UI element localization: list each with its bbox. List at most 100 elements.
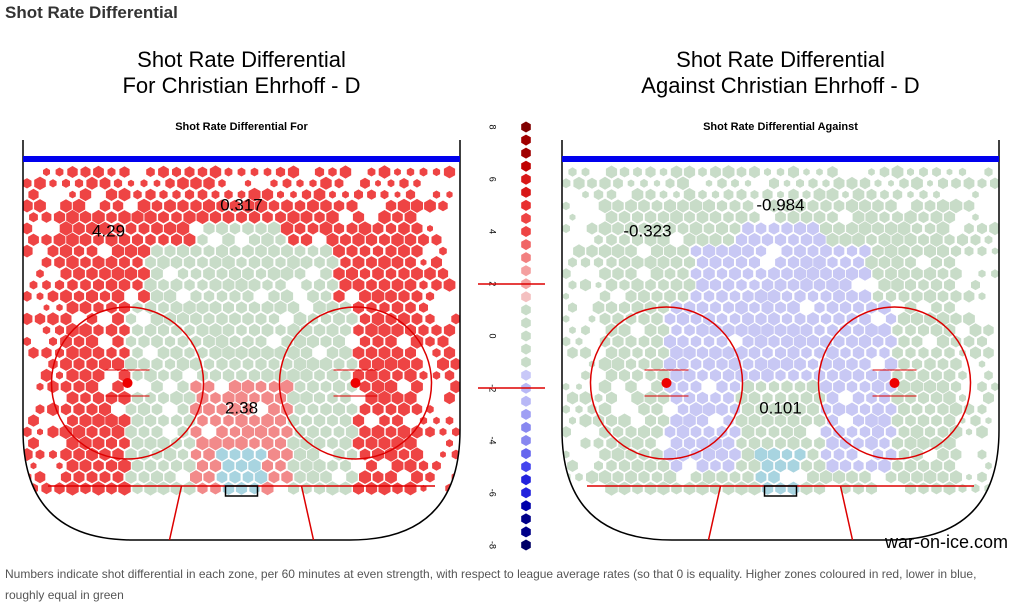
hexbin <box>761 233 774 247</box>
hexbin <box>432 371 441 380</box>
hexbin <box>300 368 313 383</box>
hexbin <box>235 391 248 405</box>
hexbin <box>144 436 157 451</box>
hexbin <box>274 300 287 315</box>
hexbin <box>631 436 644 451</box>
hexbin <box>605 301 618 315</box>
hexbin <box>384 447 398 462</box>
hexbin <box>977 246 987 257</box>
hexbin <box>951 177 961 189</box>
hexbin <box>163 289 177 304</box>
hexbin <box>788 392 799 404</box>
hexbin <box>326 210 339 225</box>
hexbin <box>872 244 884 258</box>
hexbin <box>800 391 813 405</box>
hexbin <box>293 311 307 327</box>
hexbin <box>268 425 280 439</box>
hexbin <box>334 178 344 189</box>
hexbin <box>281 447 293 462</box>
hexbin <box>164 358 176 370</box>
hexbin <box>613 177 623 189</box>
hexbin <box>853 459 864 472</box>
hexbin <box>288 233 299 246</box>
hexbin <box>372 245 384 257</box>
hexbin <box>943 390 956 406</box>
hexbin <box>391 255 404 270</box>
hexbin <box>846 176 858 190</box>
hexbin <box>683 232 696 247</box>
hexbins <box>562 165 999 496</box>
hexbin <box>638 402 650 416</box>
hexbin <box>391 301 404 315</box>
hexbin <box>47 244 59 258</box>
hexbin <box>73 447 85 462</box>
hexbin <box>905 256 916 269</box>
hexbin <box>419 302 428 313</box>
hexbin <box>197 166 208 178</box>
hexbin <box>594 234 603 245</box>
hexbin <box>93 459 104 472</box>
hexbin <box>86 357 98 371</box>
hexbin <box>280 266 294 281</box>
hexbin <box>203 222 215 235</box>
hexbin <box>918 279 929 291</box>
hexbin <box>105 413 118 428</box>
hexbin <box>827 166 838 178</box>
hexbin <box>236 369 247 382</box>
hexbin <box>562 426 571 438</box>
hexbin <box>567 346 578 359</box>
hexbin <box>931 482 942 495</box>
hexbin <box>846 221 858 236</box>
hexbin <box>329 190 336 199</box>
hexbin <box>930 210 943 224</box>
hexbin <box>904 436 917 451</box>
hexbin <box>702 447 716 462</box>
hexbin <box>394 168 401 176</box>
hexbin <box>932 167 941 177</box>
hexbin <box>229 335 241 348</box>
hexbin <box>950 380 962 393</box>
hexbin <box>79 345 92 360</box>
hexbin <box>930 459 943 473</box>
hexbin <box>190 289 202 303</box>
hexbin <box>137 402 151 417</box>
hexbin <box>197 346 208 359</box>
hexbin <box>358 221 372 236</box>
hexbin <box>644 300 657 315</box>
hexbin <box>410 334 424 349</box>
hexbin <box>92 481 105 496</box>
hexbin <box>568 280 577 290</box>
hexbin <box>943 210 956 224</box>
hexbin <box>250 167 259 177</box>
hexbin <box>568 302 577 313</box>
hexbin <box>60 357 72 371</box>
hexbin <box>865 255 878 270</box>
hexbin <box>683 188 696 202</box>
hexbin <box>391 436 404 451</box>
hexbin <box>47 312 59 326</box>
hexbin <box>748 233 761 247</box>
hexbin <box>606 189 617 200</box>
hexbin <box>814 301 825 314</box>
hexbin <box>664 334 676 349</box>
hexbin <box>314 482 325 495</box>
hexbin <box>748 346 761 360</box>
hexbin <box>346 448 358 461</box>
hexbin <box>378 210 391 225</box>
hexbin <box>248 301 261 314</box>
hexbin <box>800 481 813 496</box>
hexbin <box>638 222 650 235</box>
hexbin <box>670 345 683 361</box>
hexbin <box>397 357 411 372</box>
hexbin <box>833 199 845 213</box>
hexbin <box>598 198 612 214</box>
hexbin <box>211 190 220 200</box>
hexbin <box>937 425 949 439</box>
hexbin <box>378 436 391 451</box>
scale-tick-label: -6 <box>488 489 498 497</box>
hexbin <box>638 335 650 348</box>
scale-swatch <box>521 513 531 525</box>
hexbin <box>898 267 910 281</box>
hexbin <box>267 266 281 281</box>
hexbin <box>813 210 826 224</box>
